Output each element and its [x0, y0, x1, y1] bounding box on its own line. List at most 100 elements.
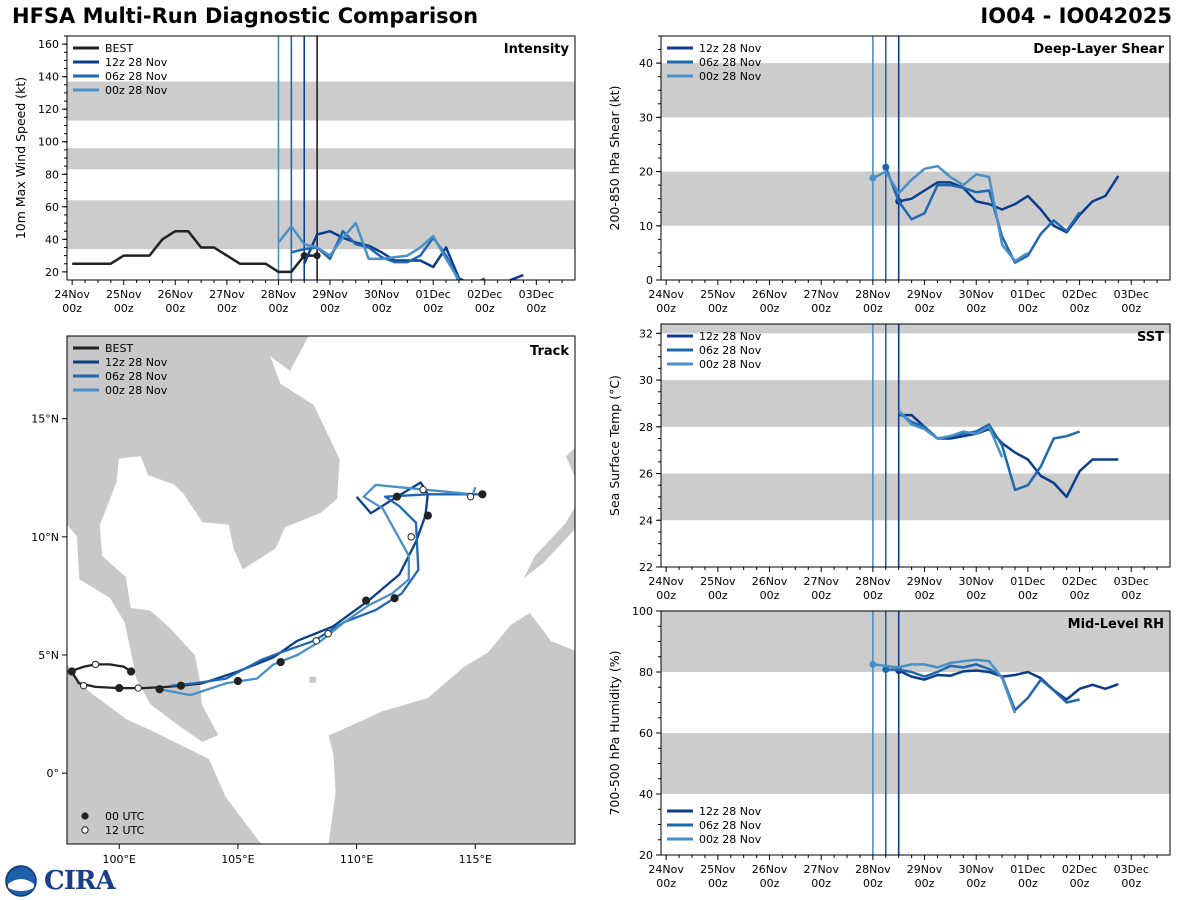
rh-xtick-hour: 00z: [1121, 877, 1141, 890]
track-xtick-label: 110°E: [340, 853, 373, 866]
marker-legend-00utc-icon: [81, 812, 89, 820]
track-ytick-label: 15°N: [31, 413, 59, 426]
rh-legend-label: 06z 28 Nov: [699, 819, 762, 832]
sst-xtick-hour: 00z: [656, 589, 676, 602]
intensity-xtick-hour: 00z: [165, 302, 185, 315]
track-point-00utc: [423, 511, 432, 520]
shear-ytick-label: 40: [639, 57, 653, 70]
sst-ytick-label: 24: [639, 514, 653, 527]
intensity-xtick-day: 30Nov: [364, 288, 400, 301]
track-legend-label: BEST: [105, 342, 133, 355]
shear-xtick-day: 29Nov: [907, 288, 943, 301]
intensity-series-best: [72, 229, 318, 274]
shear-xtick-day: 03Dec: [1114, 288, 1149, 301]
sst-band-0: [661, 473, 1170, 521]
intensity-xtick-day: 25Nov: [106, 288, 142, 301]
intensity-xtick-day: 24Nov: [54, 288, 90, 301]
intensity-xtick-hour: 00z: [320, 302, 340, 315]
track-run00: [159, 483, 477, 697]
shear-xtick-hour: 00z: [656, 302, 676, 315]
shear-xtick-hour: 00z: [1018, 302, 1038, 315]
track-point-12utc: [312, 637, 320, 645]
rh-legend-label: 00z 28 Nov: [699, 833, 762, 846]
shear-ytick-label: 10: [639, 220, 653, 233]
rh-xtick-day: 24Nov: [648, 863, 684, 876]
intensity-xtick-hour: 00z: [372, 302, 392, 315]
land-mass: [308, 675, 317, 684]
intensity-ytick-label: 80: [45, 168, 59, 181]
shear-xtick-hour: 00z: [966, 302, 986, 315]
track-xtick-label: 105°E: [221, 853, 254, 866]
intensity-band-2: [67, 81, 575, 121]
rh-series-run06: [885, 663, 1080, 712]
rh-xtick-day: 01Dec: [1010, 863, 1045, 876]
intensity-legend-label: 00z 28 Nov: [105, 84, 168, 97]
intensity-legend-label: 06z 28 Nov: [105, 70, 168, 83]
intensity-xtick-hour: 00z: [423, 302, 443, 315]
rh-xtick-day: 03Dec: [1114, 863, 1149, 876]
shear-ytick-label: 20: [639, 166, 653, 179]
rh-plot-area: [661, 611, 1170, 855]
sst-series-run00: [897, 409, 1004, 458]
sst-ytick-label: 26: [639, 468, 653, 481]
sst-xtick-day: 25Nov: [700, 575, 736, 588]
sst-ytick-label: 30: [639, 374, 653, 387]
sst-ytick-label: 22: [639, 561, 653, 574]
track-point-00utc: [67, 667, 76, 676]
rh-marker-run06-0: [882, 666, 890, 674]
marker-legend-00utc: 00 UTC: [105, 810, 145, 823]
sst-xtick-day: 27Nov: [803, 575, 839, 588]
rh-xtick-hour: 00z: [708, 877, 728, 890]
sst-xtick-hour: 00z: [1070, 589, 1090, 602]
track-point-12utc: [466, 492, 475, 501]
rh-xtick-hour: 00z: [1018, 877, 1038, 890]
intensity-xtick-hour: 00z: [526, 302, 546, 315]
sst-band-2: [661, 324, 1170, 334]
rh-xtick-day: 27Nov: [803, 863, 839, 876]
sst-legend-label: 12z 28 Nov: [699, 330, 762, 343]
rh-band-0: [661, 733, 1170, 794]
intensity-panel: 20 40 60 80 100 120 140 160 10m Max Wind Speed (…: [13, 35, 576, 315]
shear-xtick-hour: 00z: [915, 302, 935, 315]
cira-logo: CIRA: [4, 864, 116, 898]
rh-xtick-hour: 00z: [966, 877, 986, 890]
rh-panel: 20 40 60 80 100 700-500 hPa Humidity (%) 24Nov…: [607, 605, 1171, 890]
cira-wordmark: CIRA: [44, 866, 116, 896]
intensity-xtick-day: 03Dec: [519, 288, 554, 301]
rh-xtick-day: 29Nov: [907, 863, 943, 876]
sst-xtick-day: 30Nov: [958, 575, 994, 588]
shear-ytick-label: 30: [639, 111, 653, 124]
storm-id: IO04 - IO042025: [980, 4, 1172, 28]
sst-plot-area: [661, 324, 1170, 567]
track-map-area: [67, 336, 575, 844]
rh-legend-label: 12z 28 Nov: [699, 805, 762, 818]
land-mass: [522, 505, 575, 580]
rh-xtick-day: 28Nov: [855, 863, 891, 876]
sst-frame: [660, 323, 1171, 568]
intensity-xtick-hour: 00z: [62, 302, 82, 315]
page-title: HFSA Multi-Run Diagnostic Comparison: [12, 4, 479, 28]
shear-legend-label: 06z 28 Nov: [699, 56, 762, 69]
intensity-band-0: [67, 200, 575, 250]
intensity-xtick-day: 27Nov: [209, 288, 245, 301]
intensity-xtick-hour: 00z: [269, 302, 289, 315]
sst-legend-label: 06z 28 Nov: [699, 344, 762, 357]
sst-xtick-hour: 00z: [966, 589, 986, 602]
marker-legend-12utc-icon: [81, 826, 89, 834]
intensity-ytick-label: 120: [38, 103, 59, 116]
sst-xtick-day: 29Nov: [907, 575, 943, 588]
shear-xtick-hour: 00z: [708, 302, 728, 315]
noaa-icon: [5, 865, 37, 897]
rh-xtick-hour: 00z: [915, 877, 935, 890]
shear-xtick-hour: 00z: [1070, 302, 1090, 315]
intensity-band-1: [67, 148, 575, 170]
rh-title: Mid-Level RH: [1068, 617, 1164, 632]
shear-xtick-hour: 00z: [863, 302, 883, 315]
shear-ylabel: 200-850 hPa Shear (kt): [607, 86, 622, 231]
shear-xtick-day: 28Nov: [855, 288, 891, 301]
shear-series-run00: [872, 164, 1029, 263]
sst-xtick-day: 24Nov: [648, 575, 684, 588]
intensity-ytick-label: 60: [45, 201, 59, 214]
track-ytick-label: 10°N: [31, 531, 59, 544]
intensity-legend-label: BEST: [105, 42, 133, 55]
